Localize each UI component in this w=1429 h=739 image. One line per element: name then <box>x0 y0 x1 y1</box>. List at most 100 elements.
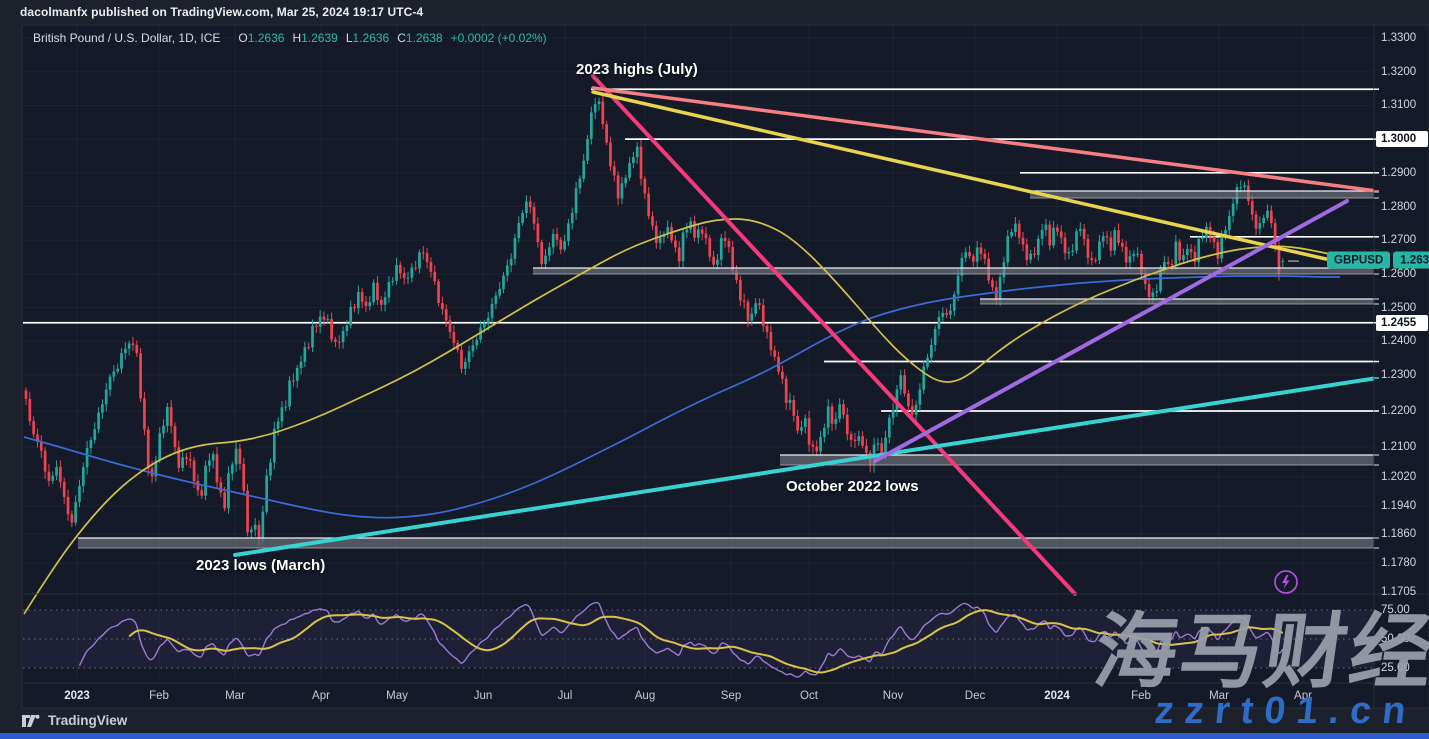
candle-body <box>509 258 513 266</box>
candle-body <box>991 280 994 288</box>
tradingview-logo-icon[interactable] <box>22 714 41 728</box>
candle-body <box>24 390 28 399</box>
candle-body <box>1185 249 1189 256</box>
candle-body <box>700 229 704 234</box>
candle-body <box>1113 230 1117 251</box>
candle-body <box>284 406 288 408</box>
bottom-blue-bar <box>0 733 1429 739</box>
candle-body <box>670 227 673 241</box>
candle-body <box>574 188 578 214</box>
candle-body <box>467 351 471 363</box>
candle-body <box>937 316 941 329</box>
steep-pink-downtrend-trendline[interactable] <box>591 74 1077 596</box>
candle-body <box>154 460 158 477</box>
candle-body <box>230 464 234 474</box>
candle-body <box>1071 250 1075 252</box>
candle-body <box>1017 223 1021 238</box>
candle-body <box>303 347 307 362</box>
candle-body <box>968 252 971 257</box>
candle-body <box>1117 230 1120 243</box>
candle-body <box>116 368 120 372</box>
candle-body <box>960 257 964 276</box>
candle-body <box>540 242 544 265</box>
candle-body <box>922 366 926 390</box>
candle-body <box>66 496 70 515</box>
candle-body <box>1281 261 1285 263</box>
candle-body <box>601 101 605 125</box>
symbol-legend[interactable]: British Pound / U.S. Dollar, 1D, ICE O1.2… <box>33 31 547 45</box>
rsi-ma-line <box>128 609 1284 674</box>
candle-body <box>632 157 635 164</box>
candle-body <box>1128 256 1132 263</box>
candle-body <box>211 454 215 461</box>
candle-body <box>723 237 727 242</box>
candle-body <box>39 441 43 451</box>
candle-body <box>345 325 349 332</box>
candle-body <box>1201 237 1204 239</box>
salmon-downtrend-trendline[interactable] <box>591 86 1377 193</box>
close-label: C <box>397 31 406 45</box>
candle-body <box>429 261 433 272</box>
purple-uptrend-trendline[interactable] <box>873 199 1349 463</box>
candle-body <box>173 426 177 448</box>
candle-body <box>616 175 620 199</box>
candle-body <box>651 216 654 226</box>
candle-body <box>261 511 265 538</box>
open-value: 1.2636 <box>247 31 285 45</box>
candle-body <box>490 303 494 318</box>
candle-body <box>280 407 284 422</box>
candle-body <box>555 233 559 240</box>
yellow-downtrend-trendline[interactable] <box>591 90 1328 261</box>
candle-body <box>983 253 987 259</box>
candle-body <box>1266 210 1269 218</box>
tradingview-brand-text[interactable]: TradingView <box>48 713 128 728</box>
candle-body <box>784 378 788 403</box>
candle-body <box>1170 263 1174 265</box>
cyan-uptrend-trendline[interactable] <box>233 376 1377 557</box>
last-price-pill: 1.2638 <box>1393 251 1429 269</box>
candle-body <box>624 177 628 184</box>
close-value: 1.2638 <box>405 31 443 45</box>
candle-body <box>349 306 353 326</box>
candle-body <box>120 353 123 369</box>
candle-body <box>815 446 819 452</box>
candle-body <box>192 460 196 482</box>
candle-body <box>842 404 845 415</box>
candle-body <box>956 275 960 295</box>
candle-body <box>123 348 127 354</box>
candle-body <box>78 485 81 502</box>
candle-body <box>547 247 551 256</box>
candle-body <box>628 163 631 178</box>
candle-body <box>1094 260 1097 262</box>
candle-body <box>1243 185 1246 188</box>
candle-body <box>204 465 207 496</box>
flash-idea-button[interactable] <box>1274 570 1298 594</box>
candle-body <box>1044 224 1048 230</box>
candle-body <box>1224 230 1227 237</box>
candle-body <box>716 259 719 265</box>
candle-body <box>1025 244 1029 260</box>
candle-body <box>513 237 517 259</box>
candle-body <box>857 436 861 442</box>
candle-body <box>139 353 142 399</box>
candle-body <box>525 201 528 213</box>
candle-body <box>1155 291 1159 293</box>
candle-body <box>43 450 47 472</box>
watermark-url: zzrt01.cn <box>1153 690 1420 732</box>
candle-body <box>1216 241 1220 259</box>
candle-body <box>165 406 169 426</box>
candle-body <box>1082 228 1086 240</box>
candle-body <box>215 454 219 483</box>
candle-body <box>1040 229 1044 239</box>
candle-body <box>1166 261 1170 264</box>
candle-body <box>242 463 246 491</box>
candle-body <box>131 343 135 345</box>
candle-body <box>471 345 475 352</box>
candle-body <box>1136 253 1139 255</box>
candle-body <box>89 440 93 449</box>
candle-body <box>1109 237 1113 251</box>
plot-area[interactable] <box>23 26 1377 683</box>
candle-body <box>1063 237 1067 254</box>
